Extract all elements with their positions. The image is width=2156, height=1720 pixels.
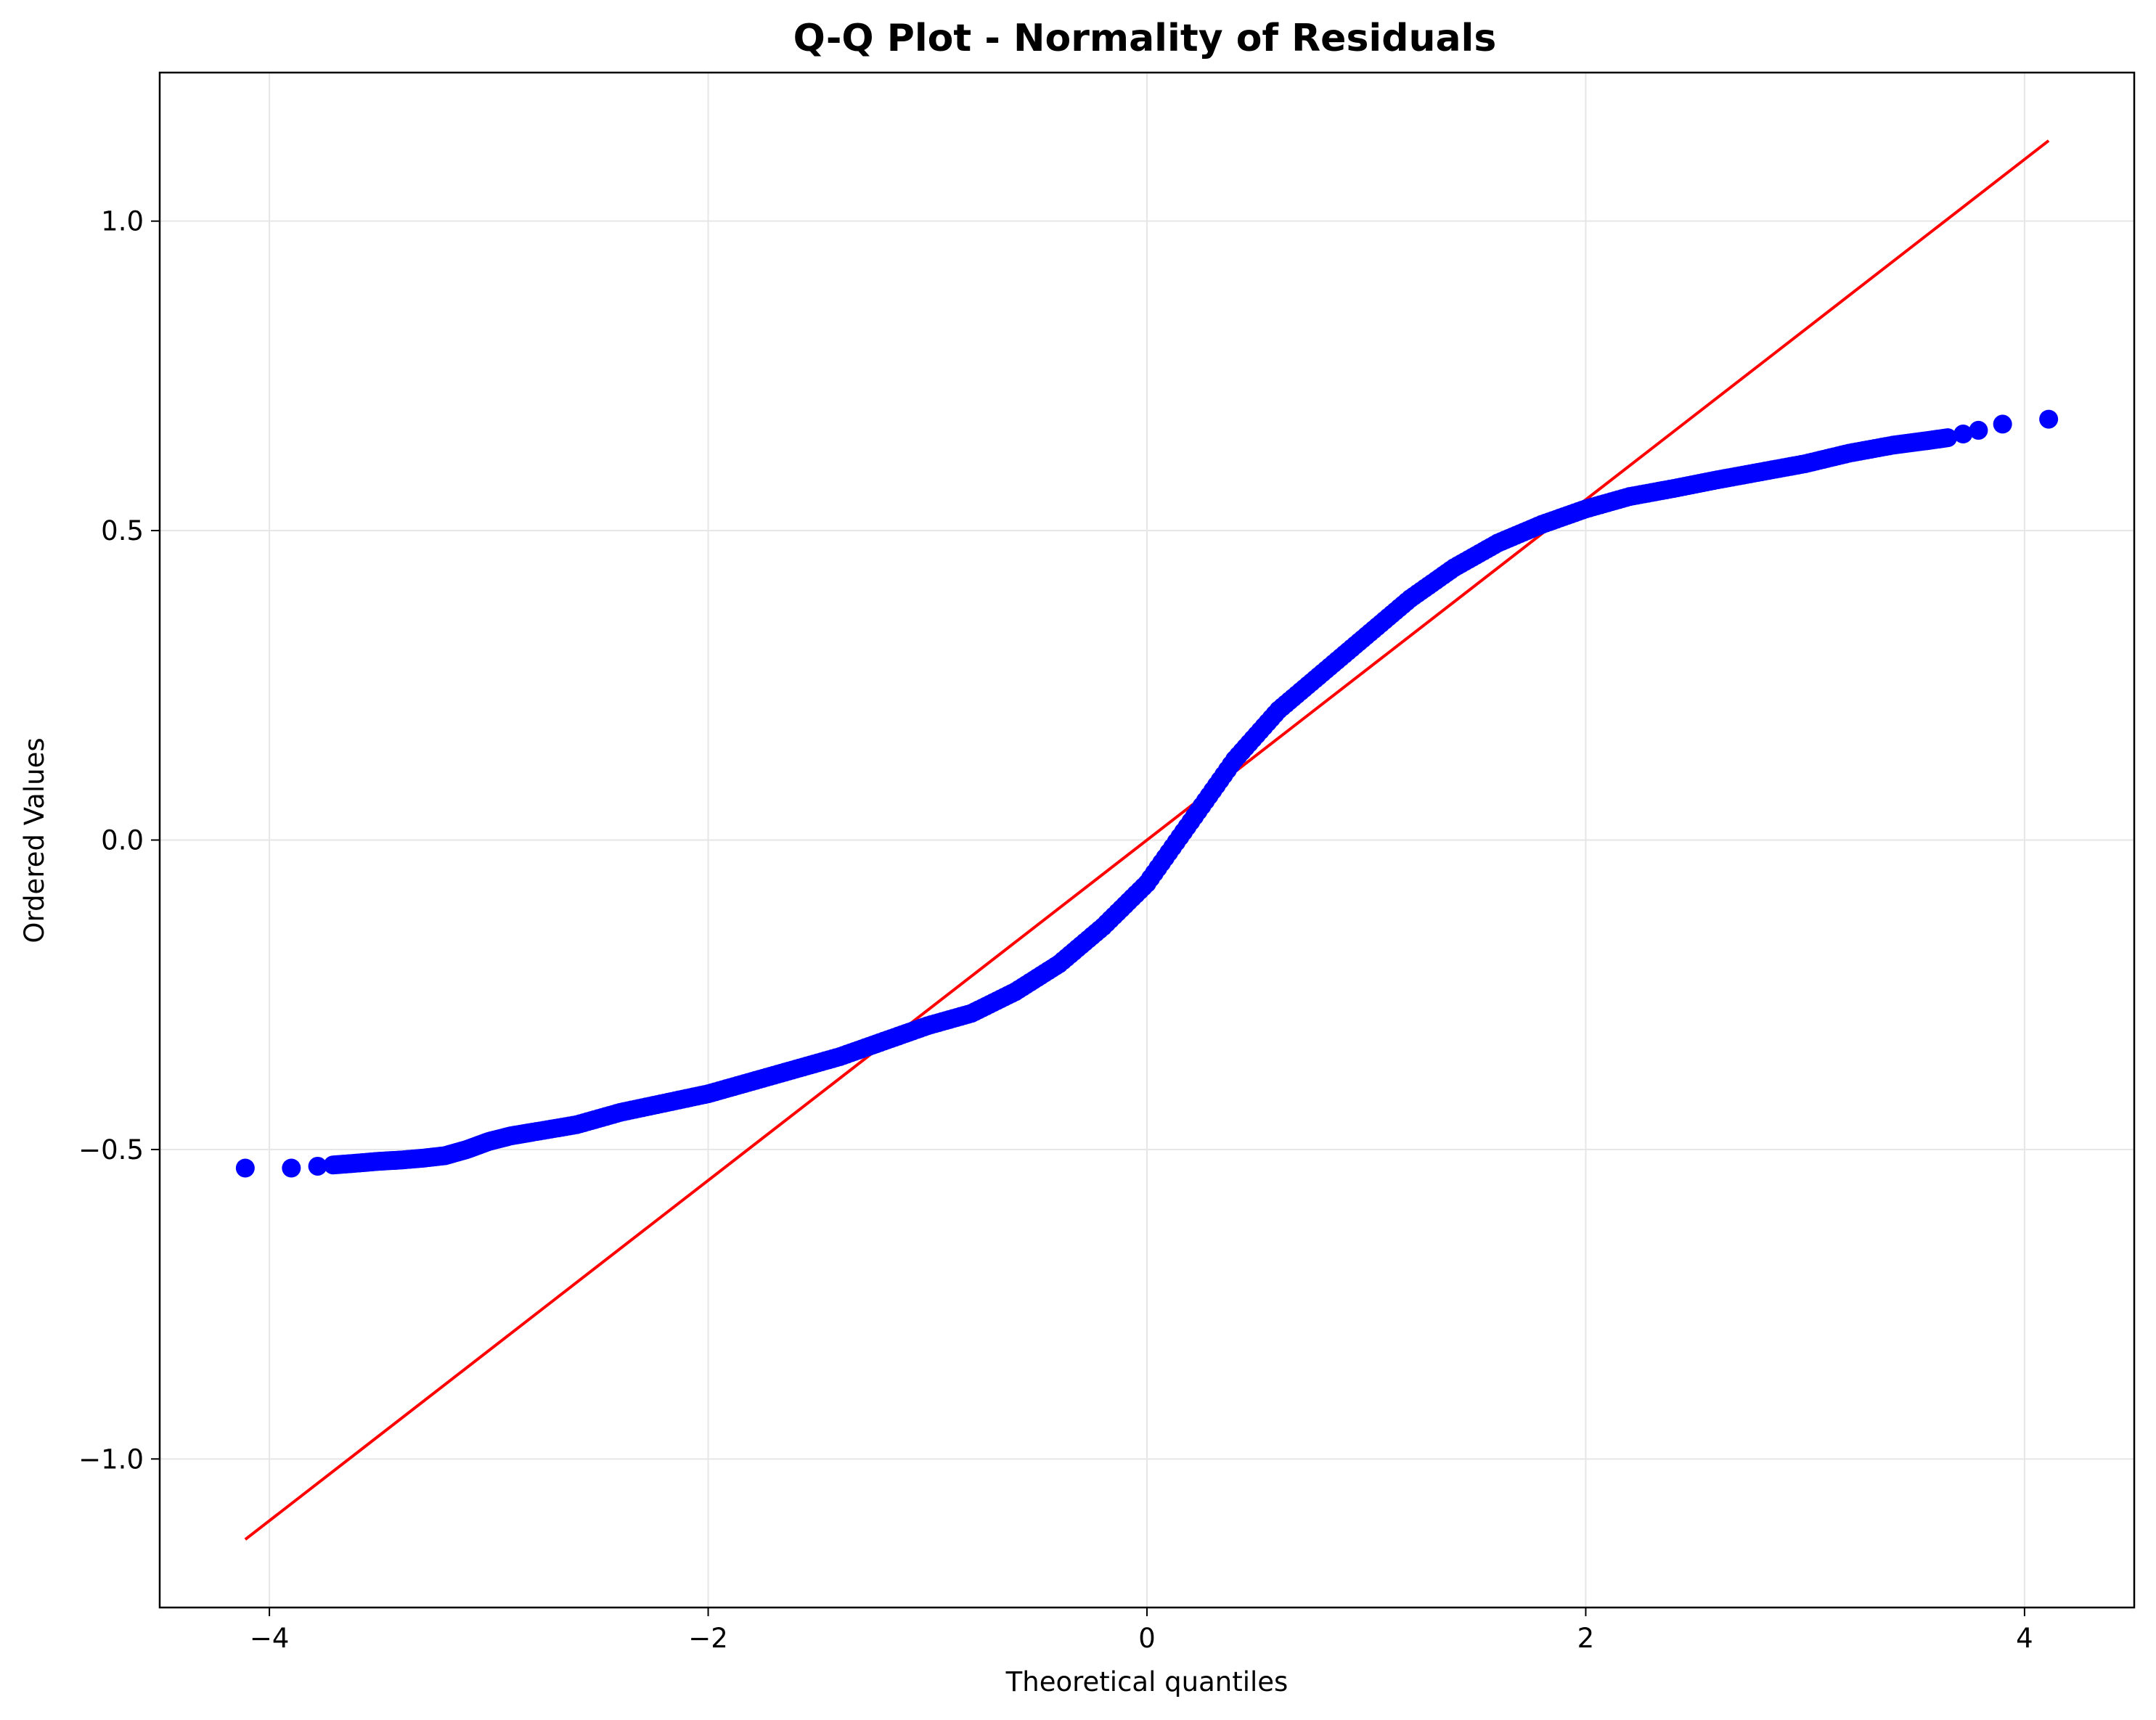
chart-title: Q-Q Plot - Normality of Residuals bbox=[793, 17, 1497, 60]
x-tick-label: 4 bbox=[2016, 1623, 2033, 1654]
y-tick-label: 0.0 bbox=[101, 825, 144, 856]
data-point bbox=[1993, 414, 2012, 434]
x-axis-label: Theoretical quantiles bbox=[1005, 1666, 1289, 1698]
y-tick-label: −1.0 bbox=[78, 1443, 144, 1475]
x-tick-label: −4 bbox=[250, 1623, 290, 1654]
y-axis-ticks: −1.0 −0.5 0.0 0.5 1.0 bbox=[78, 206, 160, 1475]
data-points-layer bbox=[235, 409, 2059, 1178]
data-point bbox=[1953, 425, 1973, 444]
y-axis-label: Ordered Values bbox=[19, 737, 50, 943]
x-tick-label: −2 bbox=[688, 1623, 728, 1654]
reference-line-layer bbox=[244, 139, 2050, 1541]
y-tick-label: −0.5 bbox=[78, 1134, 144, 1166]
y-tick-label: 0.5 bbox=[101, 515, 144, 546]
x-axis-ticks: −4 −2 0 2 4 bbox=[250, 1608, 2033, 1654]
x-tick-label: 2 bbox=[1577, 1623, 1595, 1654]
data-point bbox=[1969, 420, 1988, 440]
data-point bbox=[235, 1158, 255, 1178]
y-tick-label: 1.0 bbox=[101, 206, 144, 237]
data-point bbox=[308, 1156, 327, 1176]
data-point bbox=[1936, 428, 1956, 448]
x-tick-label: 0 bbox=[1138, 1623, 1156, 1654]
reference-line bbox=[244, 139, 2050, 1541]
data-point bbox=[2039, 409, 2059, 429]
data-point bbox=[282, 1158, 301, 1178]
